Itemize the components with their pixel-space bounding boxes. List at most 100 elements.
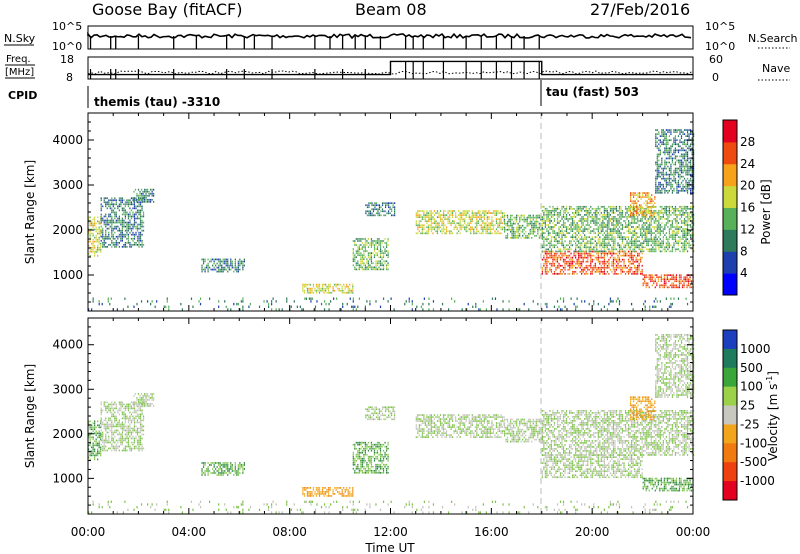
- power-cell: [238, 269, 239, 271]
- power-cell: [384, 262, 385, 264]
- power-cell: [688, 212, 689, 214]
- power-cell: [140, 226, 141, 228]
- power-cell: [120, 238, 121, 240]
- power-cell: [645, 204, 646, 206]
- power-cell: [628, 208, 629, 210]
- power-cell: [377, 212, 378, 214]
- power-cell: [646, 230, 647, 232]
- power-cell: [384, 250, 385, 252]
- power-cell: [657, 190, 658, 192]
- power-cell: [661, 141, 662, 143]
- power-cell: [602, 226, 603, 228]
- power-cell: [664, 190, 665, 192]
- power-cell: [593, 216, 594, 218]
- power-cell: [663, 139, 664, 141]
- power-cell: [688, 284, 689, 286]
- power-cell: [375, 266, 376, 268]
- power-cell: [164, 306, 165, 308]
- power-cell: [637, 255, 638, 257]
- power-cell: [640, 271, 641, 273]
- power-cell: [572, 244, 573, 246]
- power-cell: [551, 220, 552, 222]
- power-cell: [684, 222, 685, 224]
- power-cell: [122, 240, 123, 242]
- power-cell: [558, 228, 559, 230]
- power-cell: [119, 205, 120, 207]
- power-cell: [630, 192, 631, 194]
- power-cell: [649, 274, 650, 276]
- power-cell: [658, 226, 659, 228]
- power-cell: [141, 230, 142, 232]
- power-cell: [664, 226, 665, 228]
- power-cell: [244, 261, 245, 263]
- power-cell: [578, 255, 579, 257]
- power-cell: [626, 253, 627, 255]
- power-cell: [429, 216, 430, 218]
- power-cell: [584, 210, 585, 212]
- power-cell: [589, 269, 590, 271]
- station-title: Goose Bay (fitACF): [92, 0, 242, 19]
- power-cell: [554, 240, 555, 242]
- power-cell: [531, 231, 532, 233]
- power-cell: [605, 218, 606, 220]
- power-cell: [138, 197, 139, 199]
- power-cell: [596, 248, 597, 250]
- power-cell: [227, 261, 228, 263]
- power-cell: [123, 246, 124, 248]
- power-cell: [680, 282, 681, 284]
- power-cell: [604, 269, 605, 271]
- power-cell: [144, 189, 145, 191]
- power-cell: [552, 214, 553, 216]
- power-cell: [672, 192, 673, 194]
- power-cell: [599, 246, 600, 248]
- power-cell: [645, 212, 646, 214]
- power-cell: [131, 201, 132, 203]
- power-cell: [540, 219, 541, 221]
- power-cell: [649, 230, 650, 232]
- power-cell: [533, 215, 534, 217]
- power-cell: [126, 199, 127, 201]
- power-cell: [675, 180, 676, 182]
- power-cell: [485, 222, 486, 224]
- power-cell: [108, 199, 109, 201]
- power-cell: [671, 282, 672, 284]
- power-cell: [554, 253, 555, 255]
- power-cell: [672, 230, 673, 232]
- power-cell: [623, 220, 624, 222]
- power-cell: [584, 244, 585, 246]
- power-cell: [527, 235, 528, 237]
- power-cell: [484, 222, 485, 224]
- power-cell: [537, 227, 538, 229]
- power-cell: [353, 250, 354, 252]
- freq-tick-bottom: 8: [66, 71, 73, 84]
- power-cell: [645, 228, 646, 230]
- power-cell: [116, 228, 117, 230]
- power-cell: [566, 263, 567, 265]
- power-cell: [660, 228, 661, 230]
- power-cell: [683, 276, 684, 278]
- power-cell: [676, 214, 677, 216]
- power-cell: [126, 246, 127, 248]
- power-cell: [666, 186, 667, 188]
- power-cell: [145, 199, 146, 201]
- power-cell: [569, 259, 570, 261]
- power-cell: [675, 234, 676, 236]
- power-cell: [500, 220, 501, 222]
- power-cell: [590, 257, 591, 259]
- beam-title: Beam 08: [355, 0, 427, 19]
- power-cell: [152, 191, 153, 193]
- power-cell: [552, 230, 553, 232]
- power-cell: [134, 222, 135, 224]
- power-cell: [339, 290, 340, 292]
- power-cell: [620, 214, 621, 216]
- power-cell: [374, 206, 375, 208]
- power-cell: [658, 192, 659, 194]
- power-cell: [423, 216, 424, 218]
- power-cell: [569, 218, 570, 220]
- power-cell: [497, 222, 498, 224]
- power-cell: [601, 271, 602, 273]
- power-cell: [569, 267, 570, 269]
- power-cell: [137, 230, 138, 232]
- power-cell: [674, 278, 675, 280]
- power-cell: [675, 238, 676, 240]
